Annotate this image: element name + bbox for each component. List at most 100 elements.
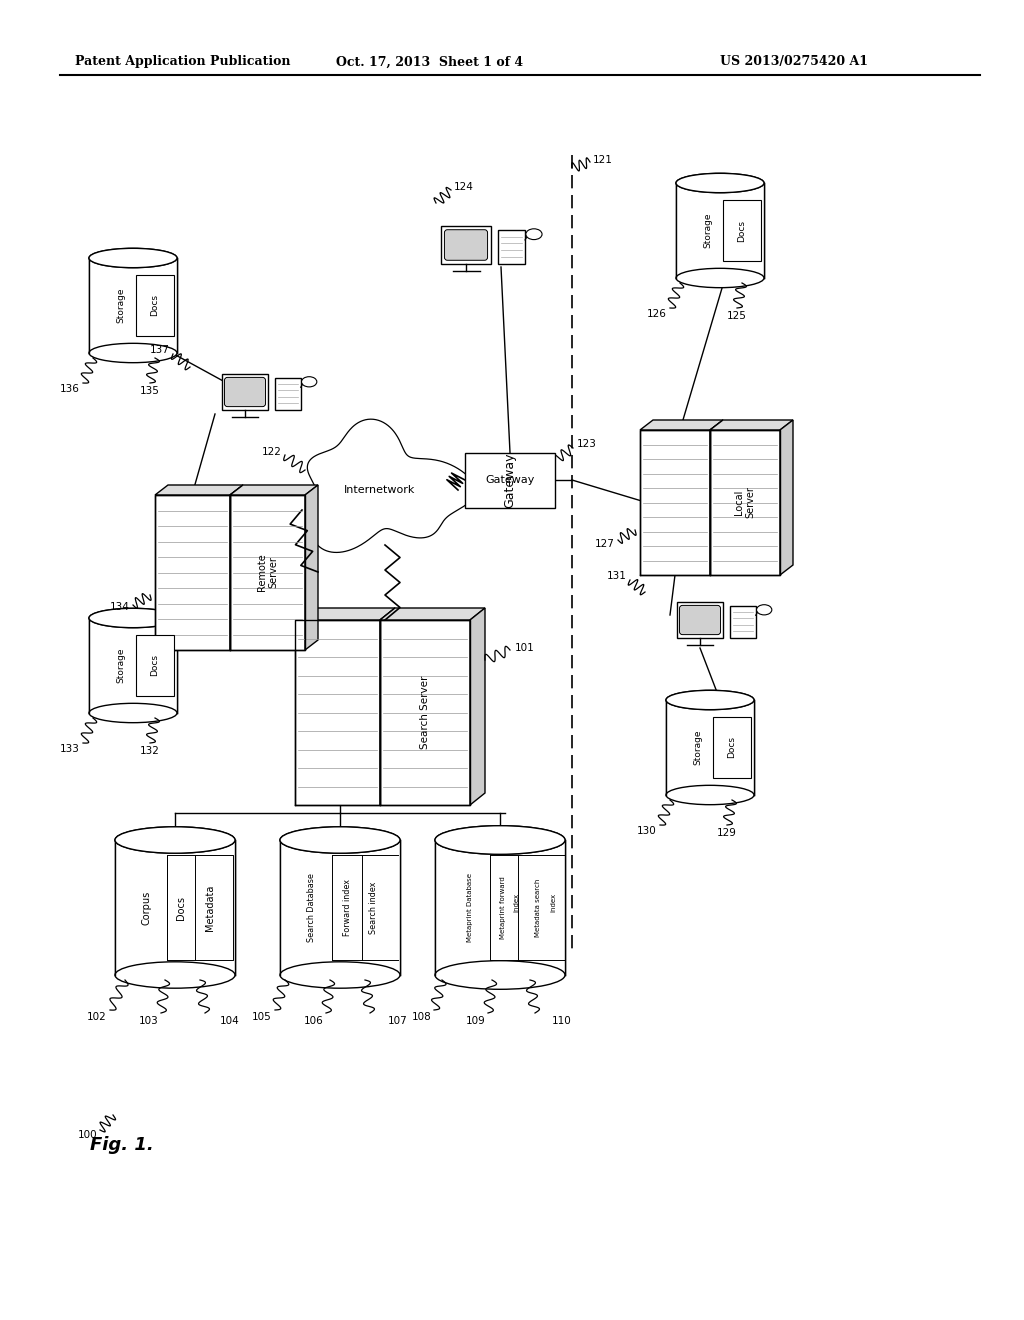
Text: 121: 121	[593, 154, 613, 165]
Polygon shape	[295, 609, 395, 620]
Text: Docs: Docs	[176, 895, 186, 920]
Text: Search Database: Search Database	[307, 873, 316, 942]
Text: index: index	[513, 892, 519, 912]
Text: Corpus: Corpus	[142, 891, 152, 924]
Polygon shape	[710, 430, 780, 576]
Ellipse shape	[666, 785, 754, 805]
Polygon shape	[441, 226, 490, 264]
Text: Docs: Docs	[151, 294, 160, 317]
Text: Gateway: Gateway	[485, 475, 535, 484]
Text: Metadata: Metadata	[205, 884, 215, 931]
FancyBboxPatch shape	[224, 378, 265, 407]
Polygon shape	[730, 606, 756, 638]
Polygon shape	[136, 635, 174, 697]
Text: 136: 136	[60, 384, 80, 393]
Polygon shape	[470, 609, 485, 805]
Text: 135: 135	[140, 385, 160, 396]
Text: Docs: Docs	[737, 219, 746, 242]
Text: 127: 127	[595, 539, 615, 549]
Polygon shape	[713, 717, 751, 779]
Text: 104: 104	[220, 1016, 240, 1026]
Polygon shape	[89, 257, 177, 352]
Ellipse shape	[666, 690, 754, 710]
Ellipse shape	[115, 962, 234, 989]
Text: 129: 129	[717, 828, 737, 838]
Polygon shape	[155, 495, 230, 649]
Text: Forward index: Forward index	[342, 879, 351, 936]
Polygon shape	[155, 484, 243, 495]
Text: 124: 124	[454, 182, 474, 191]
Polygon shape	[115, 840, 234, 975]
Polygon shape	[89, 618, 177, 713]
Text: Gateway: Gateway	[504, 453, 516, 508]
Polygon shape	[295, 620, 380, 805]
Text: 110: 110	[552, 1016, 571, 1026]
Ellipse shape	[89, 248, 177, 268]
Text: Internetwork: Internetwork	[344, 484, 416, 495]
Text: Search index: Search index	[370, 882, 379, 933]
Polygon shape	[710, 420, 793, 430]
Polygon shape	[230, 495, 305, 649]
Polygon shape	[136, 275, 174, 337]
Text: Remote
Server: Remote Server	[257, 553, 279, 591]
Text: Storage: Storage	[693, 730, 702, 766]
Polygon shape	[666, 700, 754, 795]
Text: Oct. 17, 2013  Sheet 1 of 4: Oct. 17, 2013 Sheet 1 of 4	[337, 55, 523, 69]
Polygon shape	[465, 453, 555, 507]
Ellipse shape	[115, 826, 234, 853]
Ellipse shape	[89, 343, 177, 363]
Text: Metaprint Database: Metaprint Database	[467, 873, 473, 942]
Text: 109: 109	[466, 1016, 486, 1026]
Ellipse shape	[89, 609, 177, 628]
Text: 102: 102	[87, 1012, 106, 1022]
Polygon shape	[676, 183, 764, 279]
Text: Storage: Storage	[117, 648, 126, 684]
Polygon shape	[640, 430, 710, 576]
Text: 108: 108	[413, 1012, 432, 1022]
Ellipse shape	[89, 248, 177, 268]
Text: 122: 122	[262, 447, 282, 457]
Polygon shape	[307, 420, 475, 553]
Ellipse shape	[757, 605, 772, 615]
Text: 103: 103	[139, 1016, 159, 1026]
Ellipse shape	[676, 173, 764, 193]
Ellipse shape	[676, 173, 764, 193]
Text: Metaprint forward: Metaprint forward	[500, 876, 506, 939]
Polygon shape	[380, 620, 470, 805]
Text: 107: 107	[388, 1016, 408, 1026]
Ellipse shape	[526, 228, 542, 240]
Ellipse shape	[280, 826, 400, 853]
Text: Docs: Docs	[151, 655, 160, 676]
Text: Patent Application Publication: Patent Application Publication	[75, 55, 291, 69]
Text: 130: 130	[637, 826, 657, 836]
Text: 106: 106	[304, 1016, 324, 1026]
Polygon shape	[677, 602, 723, 638]
Text: 101: 101	[515, 643, 535, 653]
Text: 137: 137	[151, 345, 170, 355]
Text: 134: 134	[111, 602, 130, 612]
Text: 125: 125	[727, 312, 746, 321]
Polygon shape	[380, 609, 395, 805]
Polygon shape	[780, 420, 793, 576]
Text: 131: 131	[607, 572, 627, 581]
Ellipse shape	[666, 690, 754, 710]
Ellipse shape	[435, 826, 565, 854]
Polygon shape	[230, 484, 318, 495]
FancyBboxPatch shape	[444, 230, 487, 260]
Polygon shape	[710, 420, 723, 576]
Text: US 2013/0275420 A1: US 2013/0275420 A1	[720, 55, 868, 69]
Text: 123: 123	[577, 440, 597, 449]
Ellipse shape	[435, 961, 565, 989]
FancyBboxPatch shape	[680, 606, 721, 635]
Text: Docs: Docs	[727, 737, 736, 759]
Polygon shape	[498, 230, 525, 264]
Polygon shape	[723, 199, 761, 261]
Polygon shape	[221, 374, 268, 409]
Polygon shape	[275, 378, 301, 409]
Text: Metadata search: Metadata search	[535, 878, 541, 937]
Polygon shape	[435, 840, 565, 975]
Ellipse shape	[676, 268, 764, 288]
Text: 105: 105	[252, 1012, 272, 1022]
Text: Storage: Storage	[703, 213, 713, 248]
Ellipse shape	[280, 826, 400, 853]
